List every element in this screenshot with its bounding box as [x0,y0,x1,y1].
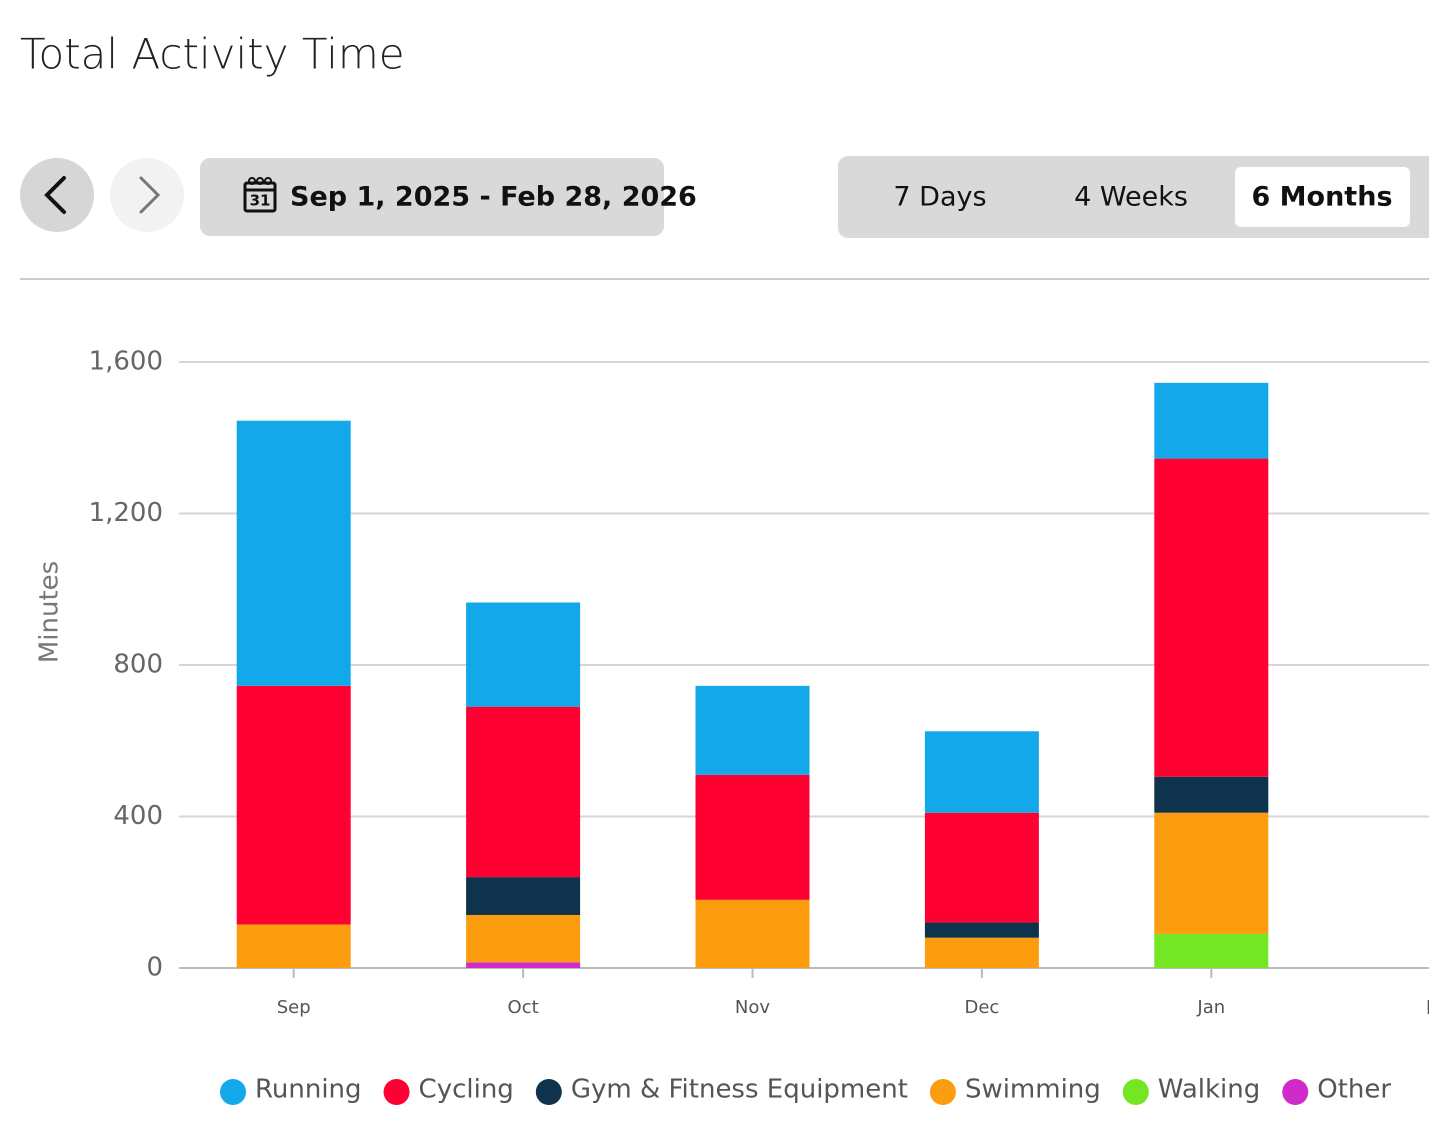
x-tick-label: Sep [277,997,311,1018]
bar-segment [1154,812,1269,934]
y-tick-label: 400 [113,801,163,831]
bar-segment [924,731,1039,813]
bar-segment [236,685,351,925]
bar-segment [236,924,351,968]
bar-segment [695,899,810,968]
legend-label: Swimming [965,1075,1101,1105]
legend-swatch [1122,1079,1149,1105]
legend-label: Cycling [419,1075,514,1105]
legend-label: Walking [1158,1075,1260,1105]
date-range-button[interactable]: 31 Sep 1, 2025 - Feb 28, 2026 [200,158,697,236]
legend-label: Other [1317,1075,1391,1105]
range-tab[interactable]: 7 Days [893,182,986,213]
legend-swatch [1282,1079,1309,1105]
bar-segment [1154,382,1269,459]
bar-segment [466,602,581,707]
bar-segment [695,774,810,900]
y-tick-label: 1,600 [89,347,163,377]
bar-segment [695,685,810,775]
y-tick-label: 0 [146,953,163,983]
next-button[interactable] [110,158,184,232]
calendar-day: 31 [250,192,271,210]
prev-button[interactable] [20,158,94,232]
y-tick-label: 800 [113,650,163,680]
bar-segment [466,706,581,878]
legend-label: Gym & Fitness Equipment [571,1075,908,1105]
date-range: Sep 1, 2025 - Feb 28, 2026 [290,182,697,213]
tab-active-bg [1235,167,1410,227]
bar-segment [1154,458,1269,777]
range-tab[interactable]: 6 Months [1251,182,1392,213]
bar-segment [1154,776,1269,813]
legend-swatch [383,1079,410,1105]
x-tick-label: Oct [508,997,539,1018]
bar-segment [466,914,581,963]
legend-swatch [220,1079,246,1105]
x-tick-label: Dec [964,997,999,1018]
y-axis-label: Minutes [35,561,65,663]
legend-swatch [929,1079,956,1105]
bar-segment [466,877,581,915]
range-tab[interactable]: 4 Weeks [1074,182,1188,213]
bar-segment [1154,933,1269,968]
y-tick-label: 1,200 [89,498,163,528]
legend-swatch [535,1079,562,1105]
bar-segment [466,962,581,968]
bar-segment [924,922,1039,938]
bar-segment [236,420,351,686]
page-title: Total Activity Time [20,30,405,79]
bar-segment [924,812,1039,923]
legend-label: Running [255,1075,362,1105]
bar-segment [924,937,1039,968]
x-tick-label: Jan [1196,997,1225,1018]
x-tick-label: Nov [735,997,770,1018]
